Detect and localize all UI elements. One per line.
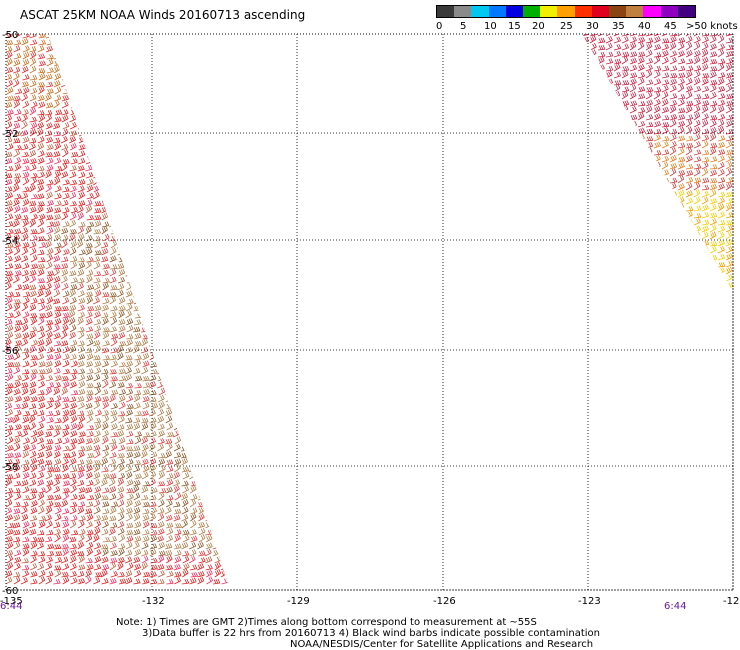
legend-swatch	[626, 6, 644, 17]
map-title: ASCAT 25KM NOAA Winds 20160713 ascending	[20, 8, 306, 22]
longitude-tick-label: -120	[723, 596, 740, 607]
legend-label: 0	[436, 21, 443, 32]
legend-swatch	[574, 6, 592, 17]
latitude-tick-label: -58	[2, 462, 18, 473]
latitude-tick-label: -56	[2, 346, 18, 357]
footnotes: Note: 1) Times are GMT 2)Times along bot…	[116, 617, 600, 650]
longitude-tick-label: -123	[578, 596, 601, 607]
legend-swatch	[454, 6, 472, 17]
longitude-tick-label: -129	[287, 596, 310, 607]
legend-label: 30	[586, 21, 599, 32]
longitude-tick-label: -132	[142, 596, 165, 607]
legend-label: 20	[532, 21, 545, 32]
legend-swatch	[557, 6, 575, 17]
legend-label: 10	[484, 21, 497, 32]
legend-label: 5	[460, 21, 467, 32]
legend-swatch	[488, 6, 506, 17]
legend-swatch	[540, 6, 558, 17]
legend-swatch	[437, 6, 455, 17]
legend-label: 15	[508, 21, 521, 32]
longitude-tick-label: -135	[0, 596, 23, 607]
wind-speed-legend: 0 5 10 15 20 25 30 35 40 45 >50 knots	[436, 5, 738, 35]
legend-label: 45	[664, 21, 677, 32]
legend-swatch	[523, 6, 541, 17]
left-swath-wind-barbs	[6, 34, 229, 585]
note-line-1: Note: 1) Times are GMT 2)Times along bot…	[116, 617, 537, 628]
legend-label: 40	[638, 21, 651, 32]
map-frame	[5, 33, 734, 591]
legend-swatch	[471, 6, 489, 17]
note-line-2: 3)Data buffer is 22 hrs from 20160713 4)…	[142, 628, 600, 639]
legend-swatch	[505, 6, 524, 17]
legend-swatch	[660, 6, 678, 17]
legend-label: 35	[612, 21, 625, 32]
time-label-left: 6:44	[0, 601, 22, 612]
legend-swatch	[609, 6, 627, 17]
latitude-tick-label: -60	[2, 586, 18, 597]
legend-swatch	[677, 6, 696, 17]
time-label-right: 6:44	[664, 601, 686, 612]
right-swath-wind-barbs	[582, 34, 733, 289]
legend-color-bar	[436, 5, 696, 18]
latitude-tick-label: -54	[2, 236, 18, 247]
legend-label: 25	[560, 21, 573, 32]
note-line-3: NOAA/NESDIS/Center for Satellite Applica…	[290, 639, 594, 650]
latitude-tick-label: -52	[2, 129, 18, 140]
longitude-tick-label: -126	[433, 596, 456, 607]
legend-label: >50 knots	[686, 21, 738, 32]
legend-swatch	[591, 6, 610, 17]
latitude-tick-label: -50	[2, 30, 18, 41]
legend-swatch	[643, 6, 661, 17]
